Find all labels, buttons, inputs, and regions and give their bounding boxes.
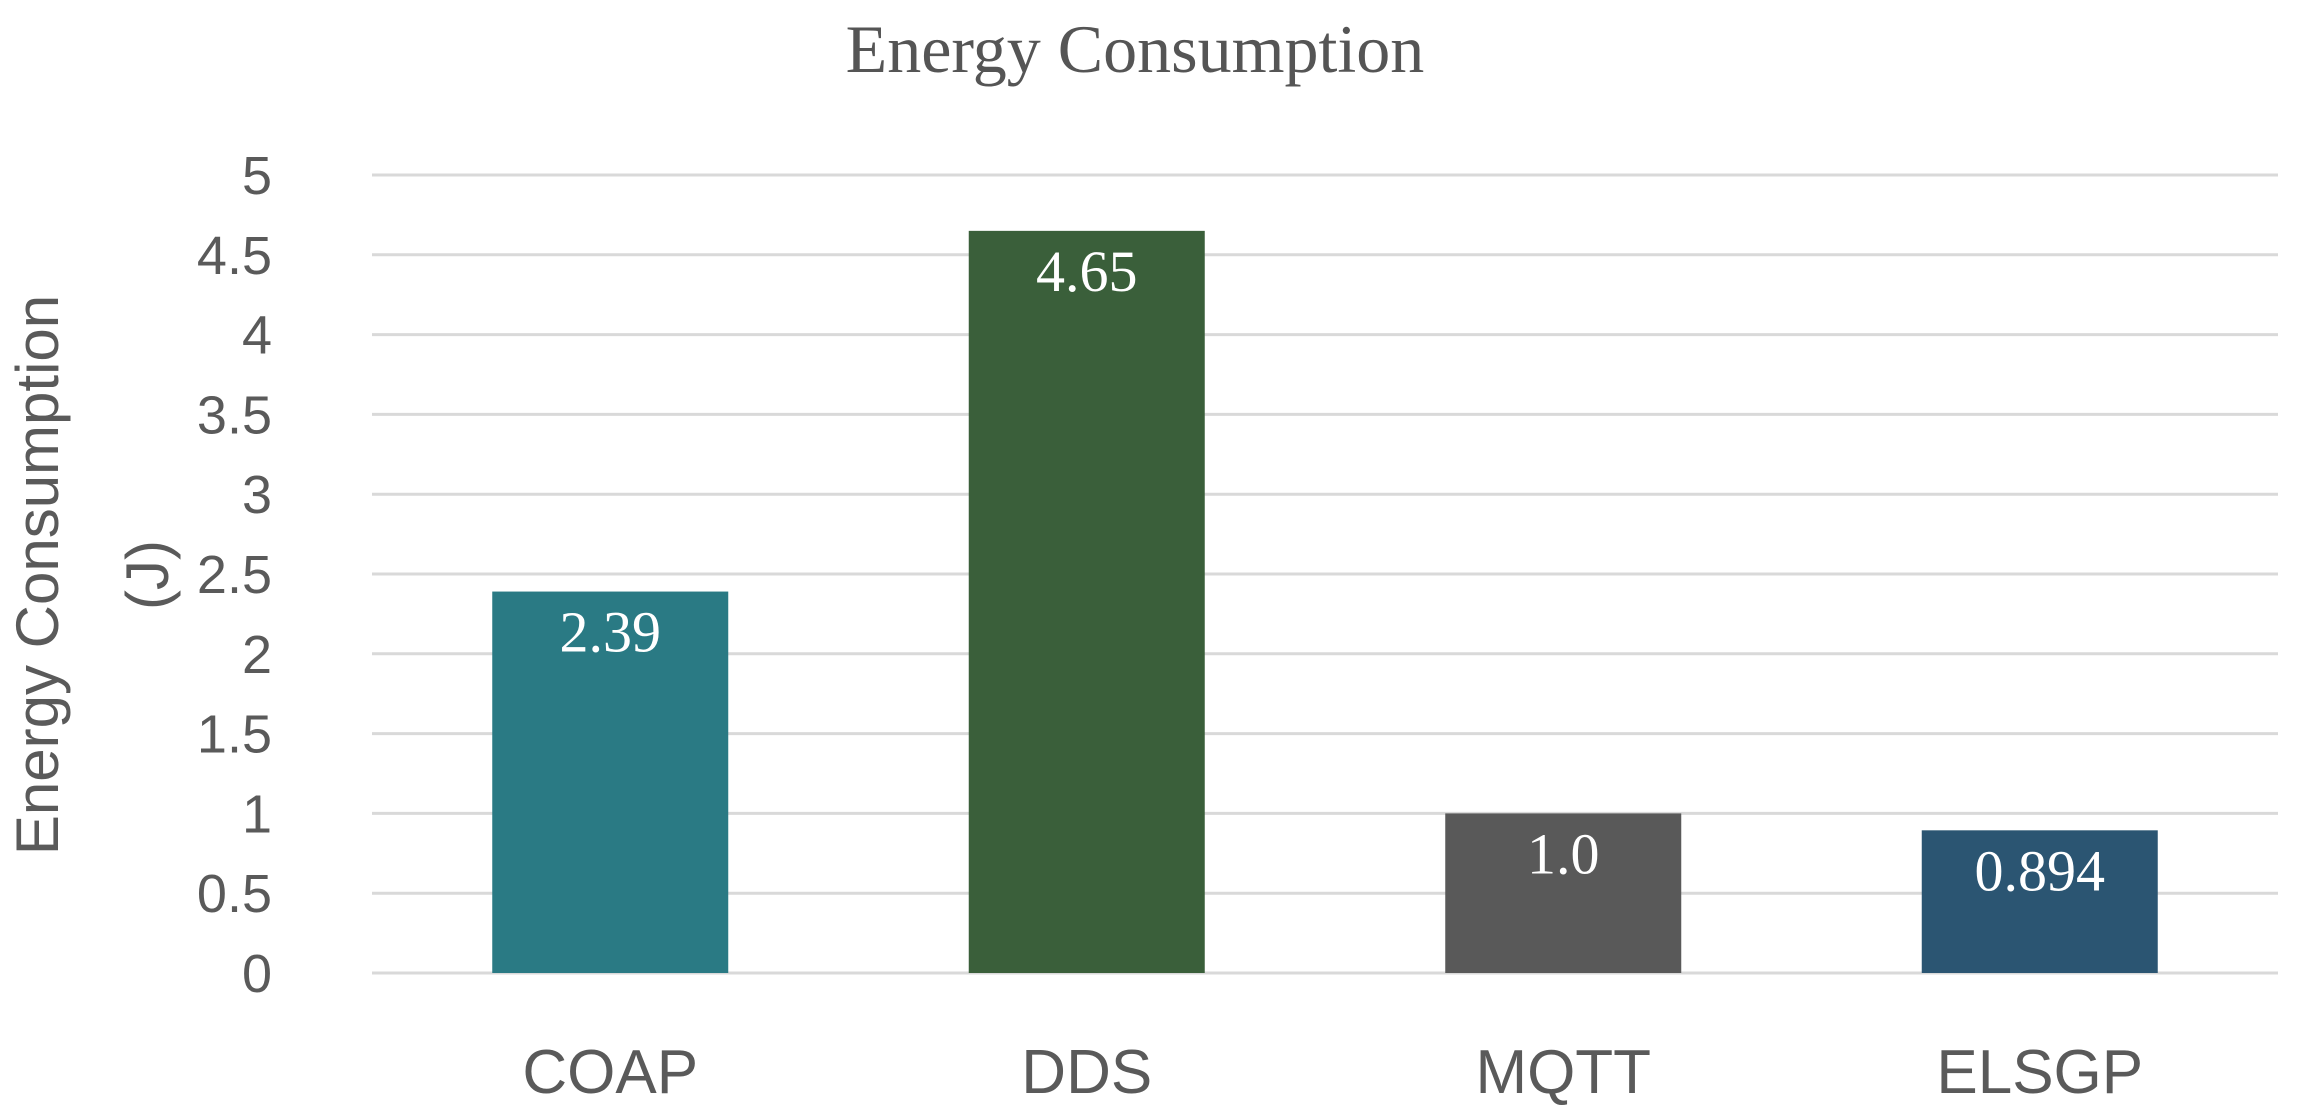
bars [492, 230, 2158, 974]
y-tick-label: 3 [242, 465, 272, 525]
x-category-label-mqtt: MQTT [1475, 1038, 1651, 1107]
y-tick-label: 5 [242, 146, 272, 206]
y-tick-label: 0 [242, 944, 272, 1004]
x-category-label-dds: DDS [1021, 1038, 1152, 1107]
y-tick-label: 4.5 [197, 226, 272, 286]
y-tick-label: 1 [242, 784, 272, 844]
y-axis-label-line-2: (J) [114, 540, 181, 610]
y-tick-label: 0.5 [197, 864, 272, 924]
y-axis-ticks: 0 0.5 1 1.5 2 2.5 3 3.5 4 4.5 5 [197, 146, 272, 1004]
x-axis-category-labels: COAP DDS MQTT ELSGP [522, 1038, 2143, 1107]
y-tick-label: 1.5 [197, 705, 272, 765]
data-label-dds: 4.65 [1036, 239, 1138, 304]
data-label-elsgp: 0.894 [1975, 838, 2106, 903]
bar-elsgp [1921, 830, 2158, 973]
data-label-coap: 2.39 [560, 600, 662, 665]
y-axis-label-line-1: Energy Consumption [4, 295, 71, 855]
y-tick-label: 2.5 [197, 545, 272, 605]
x-category-label-elsgp: ELSGP [1936, 1038, 2143, 1107]
y-tick-label: 2 [242, 625, 272, 685]
bar-coap [492, 591, 729, 973]
y-tick-label: 4 [242, 306, 272, 366]
x-category-label-coap: COAP [522, 1038, 698, 1107]
data-label-mqtt: 1.0 [1527, 821, 1600, 886]
y-tick-label: 3.5 [197, 385, 272, 445]
bar-mqtt [1445, 813, 1682, 973]
data-labels: 2.39 4.65 1.0 0.894 [560, 239, 2106, 903]
chart-title: Energy Consumption [846, 11, 1425, 87]
bar-dds [968, 230, 1205, 974]
